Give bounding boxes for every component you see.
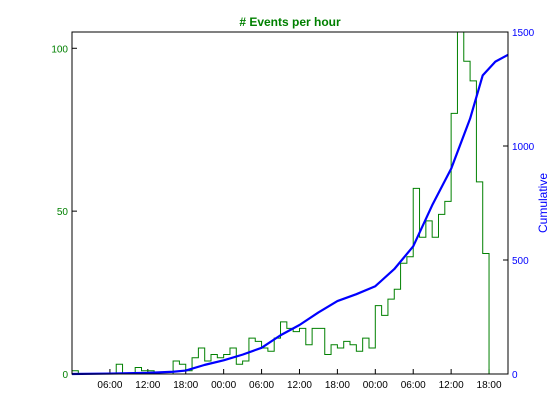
- x-axis-ticks: 06:00 12:00 18:00 00:00 06:00 12:00 18:00 00:00…: [97, 369, 502, 391]
- right-tick-label: 1500: [512, 28, 535, 39]
- right-tick-label: 500: [512, 256, 529, 267]
- cumulative-line: [71, 53, 509, 376]
- right-axis-label: Cumulative: [536, 173, 550, 233]
- x-tick-label: 12:00: [287, 380, 312, 391]
- right-tick-label: 0: [512, 370, 518, 381]
- x-tick-label: 18:00: [477, 380, 502, 391]
- x-tick-label: 12:00: [439, 380, 464, 391]
- chart-title: # Events per hour: [239, 15, 341, 29]
- left-tick-label: 50: [57, 207, 69, 218]
- left-tick-label: 100: [51, 44, 68, 55]
- histogram-step-line: [72, 31, 508, 375]
- x-tick-label: 00:00: [211, 380, 236, 391]
- plot-frame: [71, 31, 509, 375]
- plot-marks: [71, 31, 509, 376]
- right-tick-label: 1000: [512, 142, 535, 153]
- x-tick-label: 06:00: [97, 380, 122, 391]
- x-tick-label: 12:00: [135, 380, 160, 391]
- left-tick-label: 0: [62, 370, 68, 381]
- x-tick-label: 00:00: [363, 380, 388, 391]
- x-tick-label: 18:00: [325, 380, 350, 391]
- left-axis-ticks: 0 50 100: [51, 44, 77, 381]
- x-tick-label: 06:00: [249, 380, 274, 391]
- x-tick-label: 06:00: [401, 380, 426, 391]
- x-tick-label: 18:00: [173, 380, 198, 391]
